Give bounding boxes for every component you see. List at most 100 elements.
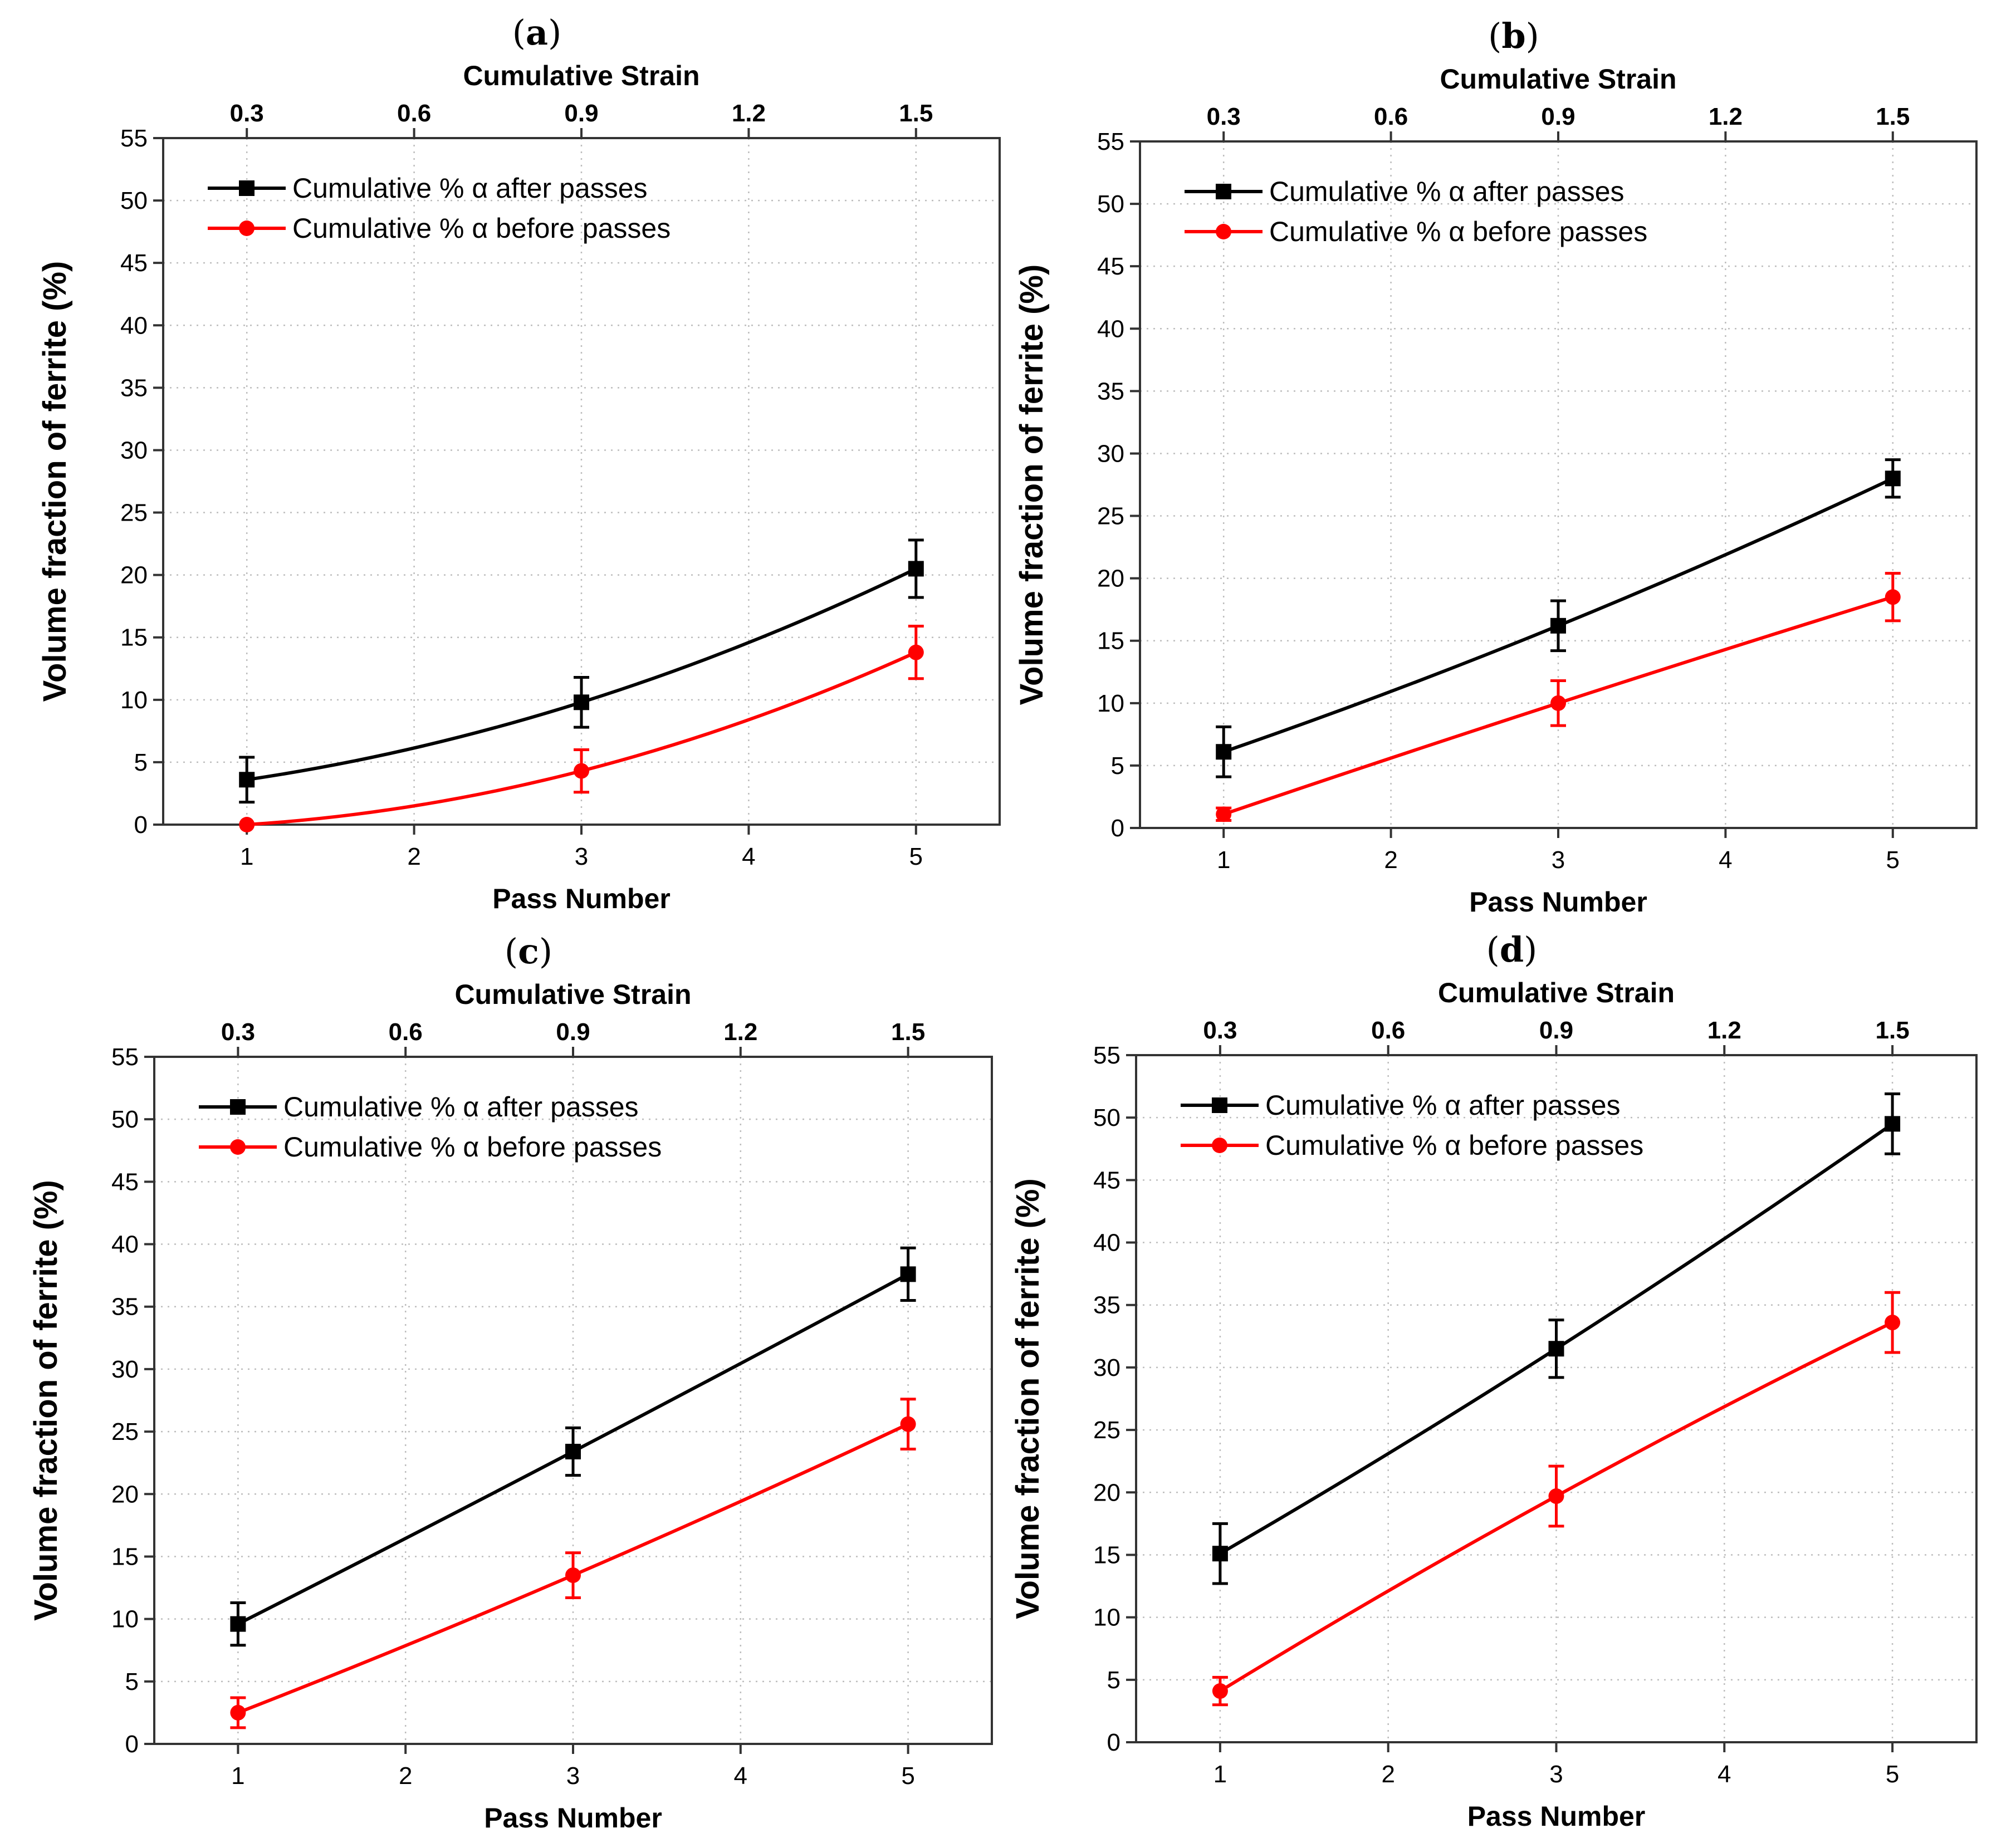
y-tick-label: 55 <box>120 125 148 152</box>
legend: Cumulative % α after passes Cumulative % … <box>1181 1090 1643 1161</box>
series-after-passes <box>1212 1092 1901 1585</box>
data-point <box>574 694 589 710</box>
series-after-passes <box>239 538 924 804</box>
y-tick-label: 25 <box>111 1418 139 1445</box>
data-point <box>565 1567 581 1584</box>
x-tick-label: 5 <box>901 1762 914 1790</box>
y-tick-label: 35 <box>111 1293 139 1321</box>
panel-label: (c) <box>505 931 552 972</box>
panel-label: (b) <box>1488 16 1539 56</box>
y-tick-label: 30 <box>1093 1354 1120 1381</box>
data-point <box>1885 1116 1901 1132</box>
x2-tick-label: 1.2 <box>1709 103 1743 130</box>
y-tick-label: 25 <box>1093 1417 1120 1444</box>
y-axis-title: Volume fraction of ferrite (%) <box>37 261 73 702</box>
y-axis-title: Volume fraction of ferrite (%) <box>28 1180 64 1621</box>
data-point <box>1885 470 1901 487</box>
y-tick-label: 15 <box>1093 1541 1120 1569</box>
y-tick-label: 20 <box>1093 1479 1120 1506</box>
data-point <box>1550 617 1566 634</box>
y-tick-label: 40 <box>1093 1229 1120 1257</box>
x2-tick-label: 0.3 <box>1203 1017 1237 1044</box>
y-tick-label: 10 <box>111 1606 139 1633</box>
y-tick-label: 15 <box>120 624 148 651</box>
data-point <box>908 561 924 577</box>
data-point <box>1885 1315 1901 1331</box>
y-tick-label: 45 <box>111 1168 139 1195</box>
data-point <box>900 1416 916 1432</box>
y-tick-label: 25 <box>120 499 148 527</box>
x2-axis-title: Cumulative Strain <box>1440 63 1676 95</box>
y-tick-label: 10 <box>120 687 148 714</box>
legend: Cumulative % α after passes Cumulative % … <box>208 173 671 244</box>
x2-tick-label: 1.5 <box>891 1018 925 1046</box>
series-before-passes <box>239 625 924 832</box>
y-tick-label: 40 <box>120 312 148 339</box>
y-tick-label: 35 <box>120 374 148 401</box>
y-tick-label: 40 <box>1097 315 1124 342</box>
x-tick-label: 3 <box>1549 1761 1563 1788</box>
y-tick-label: 55 <box>1093 1042 1120 1069</box>
legend-marker <box>230 1139 246 1155</box>
y-tick-label: 30 <box>120 437 148 464</box>
x2-axis-title: Cumulative Strain <box>1438 977 1675 1008</box>
legend-label: Cumulative % α before passes <box>292 213 671 244</box>
legend-label: Cumulative % α after passes <box>1265 1090 1621 1121</box>
y-tick-label: 30 <box>1097 440 1124 467</box>
data-point <box>239 772 255 788</box>
legend-label: Cumulative % α before passes <box>1265 1130 1643 1161</box>
legend-marker <box>230 1099 246 1115</box>
x-tick-label: 1 <box>231 1762 244 1790</box>
x2-tick-label: 0.6 <box>1374 103 1408 130</box>
x-tick-label: 3 <box>575 843 588 870</box>
data-point <box>900 1266 916 1282</box>
y-tick-label: 5 <box>125 1668 139 1695</box>
y-tick-label: 35 <box>1093 1292 1120 1319</box>
panel-label: (d) <box>1486 929 1538 970</box>
x2-tick-label: 1.5 <box>899 100 933 127</box>
y-tick-label: 5 <box>1107 1667 1120 1694</box>
data-point <box>565 1443 581 1459</box>
x-tick-label: 2 <box>407 843 420 870</box>
data-point <box>1212 1546 1228 1562</box>
legend: Cumulative % α after passes Cumulative % … <box>199 1091 662 1163</box>
y-tick-label: 0 <box>125 1731 139 1758</box>
x-tick-label: 4 <box>1719 846 1732 874</box>
y-tick-label: 15 <box>1097 628 1124 655</box>
data-point <box>574 763 589 779</box>
x2-tick-label: 1.2 <box>723 1018 757 1046</box>
x-tick-label: 1 <box>240 843 253 870</box>
x-tick-label: 2 <box>1381 1761 1394 1788</box>
data-point <box>239 817 255 832</box>
x-tick-label: 4 <box>734 1762 747 1790</box>
y-axis-title: Volume fraction of ferrite (%) <box>1014 264 1050 705</box>
x-tick-label: 4 <box>1717 1761 1731 1788</box>
x-axis-title: Pass Number <box>1469 886 1647 918</box>
y-tick-label: 5 <box>1111 752 1124 780</box>
legend-marker <box>239 220 255 236</box>
x2-tick-label: 1.2 <box>1707 1017 1741 1044</box>
x2-tick-label: 0.6 <box>397 100 431 127</box>
x-tick-label: 5 <box>1886 1761 1899 1788</box>
y-tick-label: 10 <box>1093 1604 1120 1631</box>
series-before-passes <box>230 1398 916 1729</box>
x-tick-label: 5 <box>909 843 923 870</box>
x2-tick-label: 0.9 <box>1541 103 1575 130</box>
series-before-passes <box>1216 572 1901 822</box>
y-tick-label: 35 <box>1097 378 1124 405</box>
y-tick-label: 10 <box>1097 690 1124 717</box>
y-tick-label: 20 <box>120 562 148 589</box>
x-axis-title: Pass Number <box>1467 1801 1646 1832</box>
data-point <box>1548 1341 1564 1357</box>
y-tick-label: 50 <box>111 1106 139 1133</box>
legend-label: Cumulative % α after passes <box>283 1091 639 1123</box>
x-tick-label: 2 <box>399 1762 412 1790</box>
series-before-passes <box>1212 1291 1901 1707</box>
y-tick-label: 55 <box>1097 128 1124 155</box>
legend-marker <box>1212 1138 1227 1153</box>
y-tick-label: 45 <box>1093 1167 1120 1194</box>
y-tick-label: 0 <box>1111 815 1124 842</box>
